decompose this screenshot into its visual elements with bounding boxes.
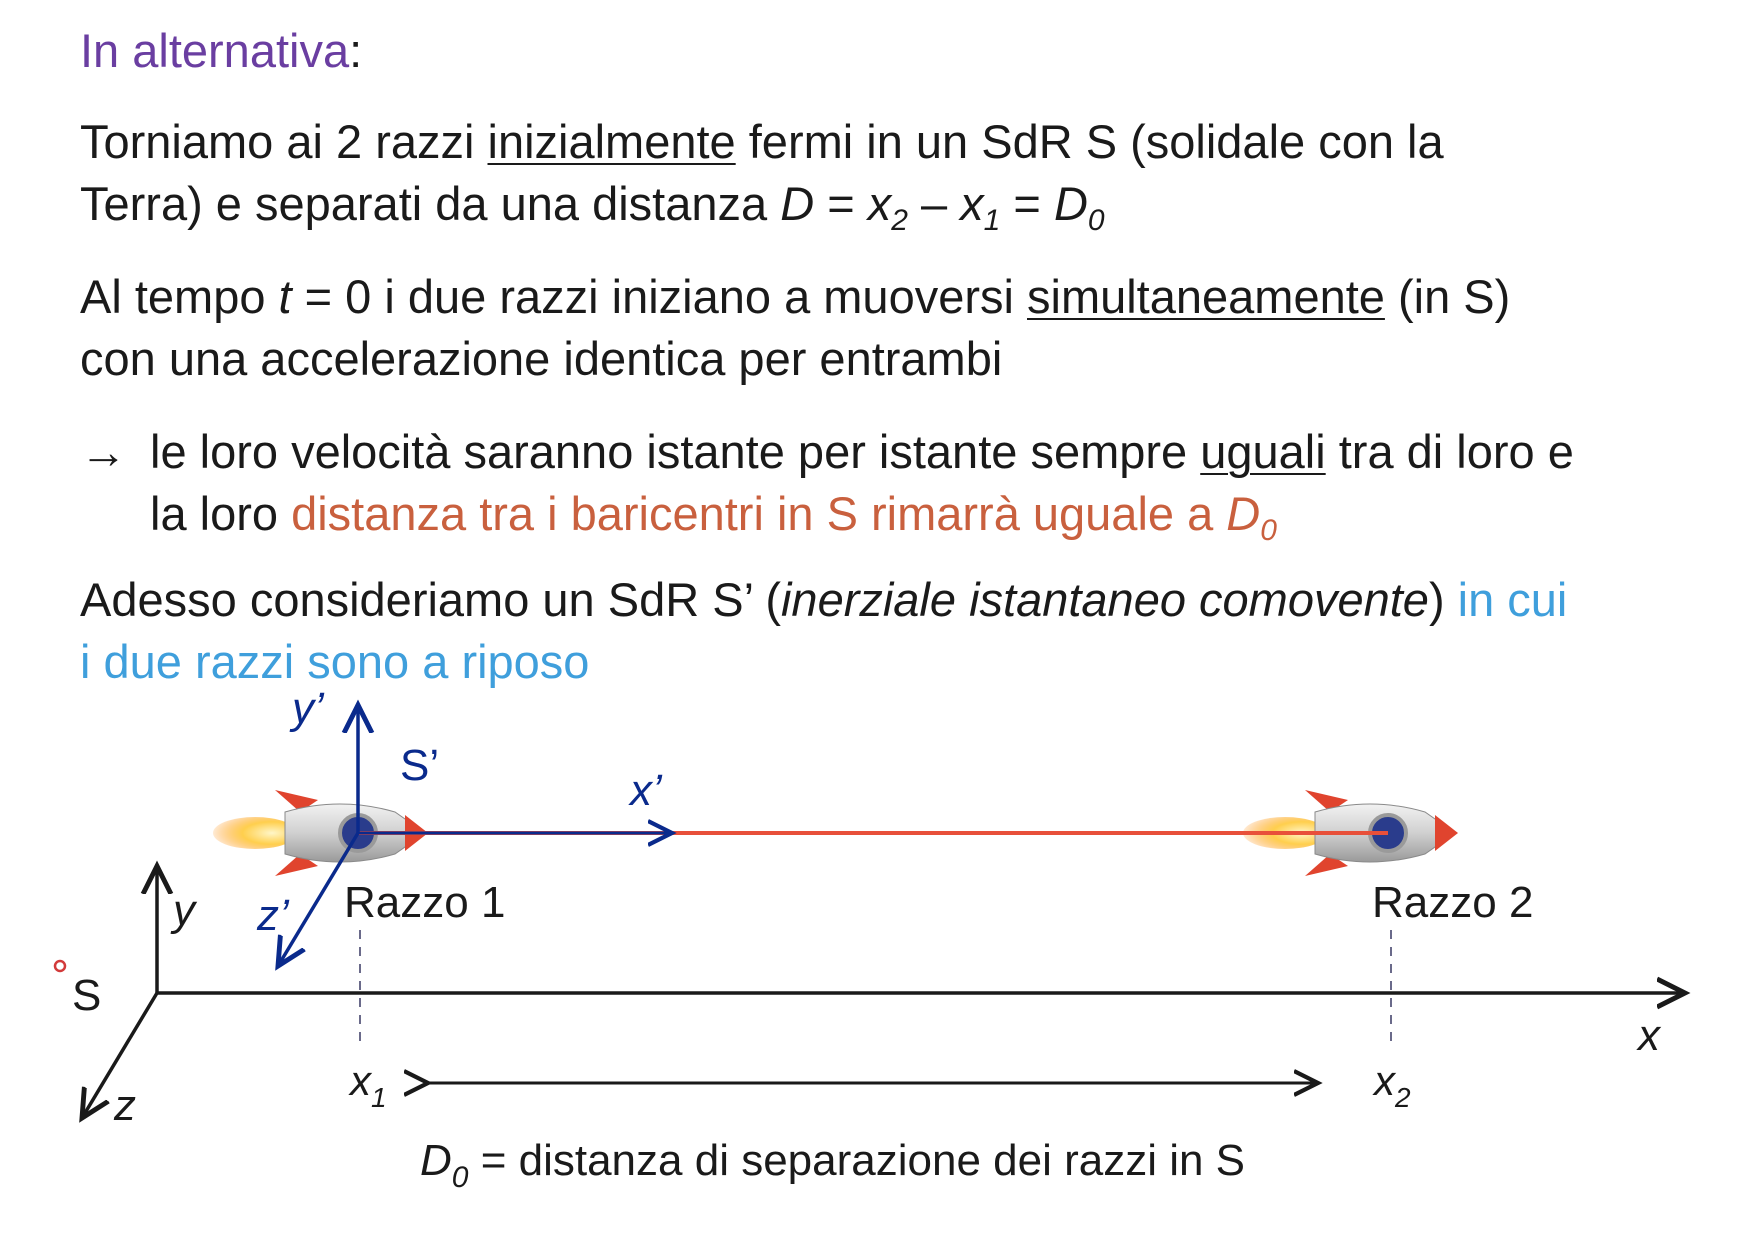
p1-sub-1: 1 (983, 204, 1001, 237)
paragraph-3-line-1: le loro velocità saranno istante per ist… (150, 421, 1574, 483)
z-prime-label: z’ (256, 891, 290, 940)
z-axis (82, 992, 159, 1118)
p1-sub-0: 0 (1087, 204, 1105, 237)
p2-text-a: Al tempo (80, 270, 279, 323)
p1-text-c: Terra) e separati da una distanza (80, 177, 781, 230)
s-prime-label: S’ (400, 741, 439, 790)
p2-text-b: = 0 i due razzi iniziano a muoversi (291, 270, 1027, 323)
p3-sub-0: 0 (1260, 514, 1277, 547)
p1-eq1: = (814, 177, 868, 230)
figure-caption: D0 = distanza di separazione dei razzi i… (420, 1136, 1245, 1194)
p3-text-c: la loro (150, 487, 292, 540)
p1-symbol-D: D (780, 177, 815, 230)
caption-text: = distanza di separazione dei razzi in S (468, 1136, 1245, 1185)
paragraph-4-line-2: i due razzi sono a riposo (80, 631, 589, 693)
y-label: y (170, 886, 198, 935)
section-heading: In alternativa: (80, 20, 362, 82)
x2-subscript: 2 (1394, 1082, 1411, 1113)
p2-underlined: simultaneamente (1027, 270, 1385, 323)
p1-eq2: = (1000, 177, 1054, 230)
p2-text-c: (in S) (1384, 270, 1511, 323)
p2-symbol-t: t (278, 270, 292, 323)
p1-text-a: Torniamo ai 2 razzi (80, 115, 488, 168)
p1-text-b: fermi in un SdR S (solidale con la (735, 115, 1444, 168)
paragraph-1-line-2: Terra) e separati da una distanza D = x2… (80, 173, 1105, 237)
x2-label: x2 (1372, 1057, 1411, 1113)
heading-text: In alternativa (80, 24, 350, 77)
rocket-1-label: Razzo 1 (344, 878, 505, 927)
paragraph-2-line-1: Al tempo t = 0 i due razzi iniziano a mu… (80, 266, 1510, 328)
y-prime-label: y’ (289, 684, 325, 733)
pointer-dot (53, 959, 67, 973)
x-prime-label: x’ (628, 766, 663, 815)
heading-colon: : (349, 24, 363, 77)
right-arrow-icon: → (80, 425, 127, 478)
p1-symbol-x2: x (867, 177, 892, 230)
rocket-2-label: Razzo 2 (1372, 878, 1533, 927)
paragraph-1-line-1: Torniamo ai 2 razzi inizialmente fermi i… (80, 111, 1444, 173)
p4-text-b: ) (1428, 573, 1458, 626)
z-label: z (113, 1081, 136, 1130)
x-label: x (1636, 1011, 1662, 1060)
x2-symbol: x (1372, 1057, 1397, 1104)
p1-symbol-x1: x (960, 177, 984, 230)
x1-symbol: x (348, 1057, 373, 1104)
s-label: S (72, 971, 101, 1020)
caption-symbol-D: D (420, 1136, 452, 1185)
caption-subscript: 0 (452, 1161, 469, 1194)
p1-symbol-D0: D (1053, 177, 1088, 230)
paragraph-3-line-2: la loro distanza tra i baricentri in S r… (150, 483, 1277, 547)
paragraph-4-line-1: Adesso consideriamo un SdR S’ (inerziale… (80, 569, 1567, 631)
p1-underlined: inizialmente (487, 115, 736, 168)
p3-text-a: le loro velocità saranno istante per ist… (150, 425, 1201, 478)
p3-underlined: uguali (1200, 425, 1326, 478)
p3-highlight: distanza tra i baricentri in S rimarrà u… (291, 487, 1227, 540)
p4-highlight-2: i due razzi sono a riposo (80, 635, 590, 688)
p4-text-a: Adesso consideriamo un SdR S’ ( (80, 573, 781, 626)
p1-minus: – (907, 177, 961, 230)
x1-label: x1 (348, 1057, 387, 1113)
p2-text-d: con una accelerazione identica per entra… (80, 332, 1003, 385)
p4-highlight-1: in cui (1457, 573, 1568, 626)
x1-subscript: 1 (371, 1082, 387, 1113)
p1-sub-2: 2 (891, 204, 908, 237)
p3-text-b: tra di loro e (1325, 425, 1574, 478)
p3-symbol-D0: D (1226, 487, 1261, 540)
p4-italic: inerziale istantaneo comovente (780, 573, 1429, 626)
paragraph-2-line-2: con una accelerazione identica per entra… (80, 328, 1002, 390)
z-prime-axis (278, 832, 360, 966)
